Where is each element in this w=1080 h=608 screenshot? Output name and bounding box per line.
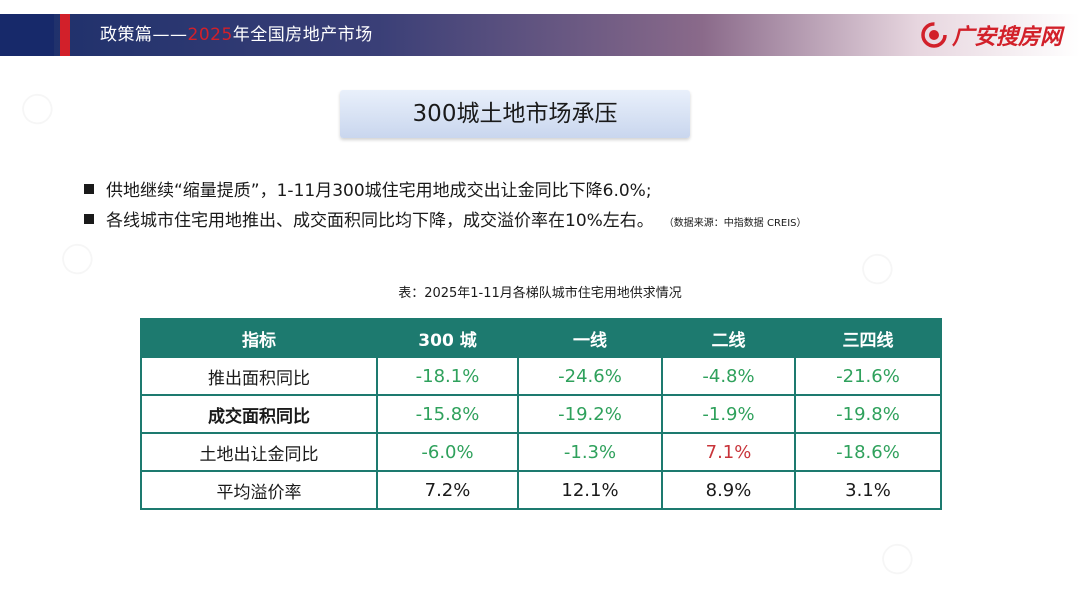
table-cell: -21.6% — [794, 356, 942, 396]
header-band — [0, 14, 1080, 56]
header-cell: 一线 — [517, 318, 663, 358]
square-bullet-icon — [84, 214, 94, 224]
table-cell: -4.8% — [661, 356, 796, 396]
table-cell: -24.6% — [517, 356, 663, 396]
watermark: ◯ — [15, 85, 59, 129]
table-cell: -1.9% — [661, 394, 796, 434]
table-cell: -1.3% — [517, 432, 663, 472]
bullet-text: 供地继续“缩量提质”，1-11月300城住宅用地成交出让金同比下降6.0%; — [106, 181, 652, 201]
bullet-text: 各线城市住宅用地推出、成交面积同比均下降，成交溢价率在10%左右。 — [106, 211, 654, 231]
slide-title: 300城土地市场承压 — [340, 90, 690, 138]
bullet-item: 供地继续“缩量提质”，1-11月300城住宅用地成交出让金同比下降6.0%; — [84, 176, 1044, 206]
header-red-stripe — [60, 14, 70, 56]
table-cell: -15.8% — [376, 394, 519, 434]
table-cell: 12.1% — [517, 470, 663, 510]
table-row: 推出面积同比 -18.1% -24.6% -4.8% -21.6% — [140, 356, 942, 396]
row-label: 土地出让金同比 — [140, 432, 378, 472]
table-cell: 8.9% — [661, 470, 796, 510]
table-cell: -6.0% — [376, 432, 519, 472]
table-cell: -18.1% — [376, 356, 519, 396]
table-cell: 7.1% — [661, 432, 796, 472]
fang-logo-icon — [921, 22, 947, 48]
table-cell: -19.8% — [794, 394, 942, 434]
table-row: 土地出让金同比 -6.0% -1.3% 7.1% -18.6% — [140, 432, 942, 472]
table-caption: 表：2025年1-11月各梯队城市住宅用地供求情况 — [398, 286, 682, 301]
brand-logo: 广安搜房网 — [920, 18, 1062, 52]
header-navy-block — [0, 14, 54, 56]
brand-name: 广安搜房网 — [951, 25, 1062, 50]
table-cell: -18.6% — [794, 432, 942, 472]
header-cell: 二线 — [661, 318, 796, 358]
header-title-suffix: 年全国房地产市场 — [232, 25, 373, 45]
row-label: 平均溢价率 — [140, 470, 378, 510]
bullet-list: 供地继续“缩量提质”，1-11月300城住宅用地成交出让金同比下降6.0%; 各… — [84, 176, 1044, 236]
header-cell: 300 城 — [376, 318, 519, 358]
table-cell: 7.2% — [376, 470, 519, 510]
header-cell: 三四线 — [794, 318, 942, 358]
table-cell: 3.1% — [794, 470, 942, 510]
table-header-row: 指标 300 城 一线 二线 三四线 — [140, 318, 942, 358]
square-bullet-icon — [84, 184, 94, 194]
data-source-note: （数据来源：中指数据 CREIS） — [663, 218, 807, 229]
table-cell: -19.2% — [517, 394, 663, 434]
table-row: 成交面积同比 -15.8% -19.2% -1.9% -19.8% — [140, 394, 942, 434]
row-label: 推出面积同比 — [140, 356, 378, 396]
header-title: 政策篇——2025年全国房地产市场 — [100, 20, 373, 50]
watermark: ◯ — [875, 535, 919, 579]
header-title-prefix: 政策篇—— — [100, 25, 188, 45]
watermark: ◯ — [55, 235, 99, 279]
land-supply-table: 指标 300 城 一线 二线 三四线 推出面积同比 -18.1% -24.6% … — [140, 318, 942, 510]
table-row: 平均溢价率 7.2% 12.1% 8.9% 3.1% — [140, 470, 942, 510]
header-title-year: 2025 — [187, 25, 233, 45]
row-label: 成交面积同比 — [140, 394, 378, 434]
bullet-item: 各线城市住宅用地推出、成交面积同比均下降，成交溢价率在10%左右。 （数据来源：… — [84, 206, 1044, 236]
header-cell: 指标 — [140, 318, 378, 358]
